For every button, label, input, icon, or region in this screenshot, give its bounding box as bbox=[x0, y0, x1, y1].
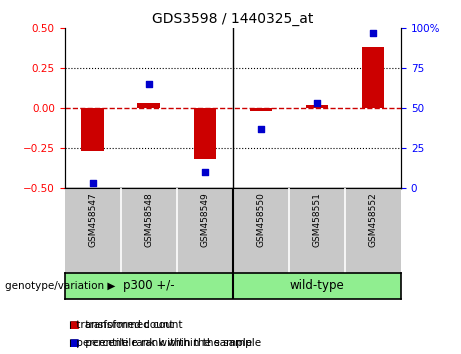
Point bbox=[89, 180, 96, 185]
Text: wild-type: wild-type bbox=[290, 279, 344, 292]
Point bbox=[313, 101, 321, 106]
Point bbox=[145, 81, 152, 87]
Text: ■  transformed count: ■ transformed count bbox=[69, 320, 183, 330]
Bar bbox=[306, 105, 328, 108]
Bar bbox=[137, 103, 160, 108]
Point bbox=[369, 30, 377, 36]
Text: percentile rank within the sample: percentile rank within the sample bbox=[73, 338, 252, 348]
Text: ■: ■ bbox=[69, 338, 79, 348]
Bar bbox=[362, 47, 384, 108]
Bar bbox=[82, 108, 104, 151]
Text: GSM458551: GSM458551 bbox=[313, 192, 321, 247]
Text: p300 +/-: p300 +/- bbox=[123, 279, 174, 292]
Text: GSM458548: GSM458548 bbox=[144, 192, 153, 247]
Point bbox=[257, 126, 265, 132]
Bar bbox=[250, 108, 272, 111]
Text: GSM458552: GSM458552 bbox=[368, 192, 378, 247]
Text: transformed count: transformed count bbox=[73, 320, 173, 330]
Text: ■: ■ bbox=[69, 320, 79, 330]
Text: GSM458550: GSM458550 bbox=[256, 192, 266, 247]
Text: ■  percentile rank within the sample: ■ percentile rank within the sample bbox=[69, 338, 261, 348]
Bar bbox=[194, 108, 216, 159]
Text: genotype/variation ▶: genotype/variation ▶ bbox=[5, 281, 115, 291]
Text: GSM458549: GSM458549 bbox=[200, 192, 209, 247]
Title: GDS3598 / 1440325_at: GDS3598 / 1440325_at bbox=[152, 12, 313, 26]
Point bbox=[201, 169, 208, 175]
Text: GSM458547: GSM458547 bbox=[88, 192, 97, 247]
